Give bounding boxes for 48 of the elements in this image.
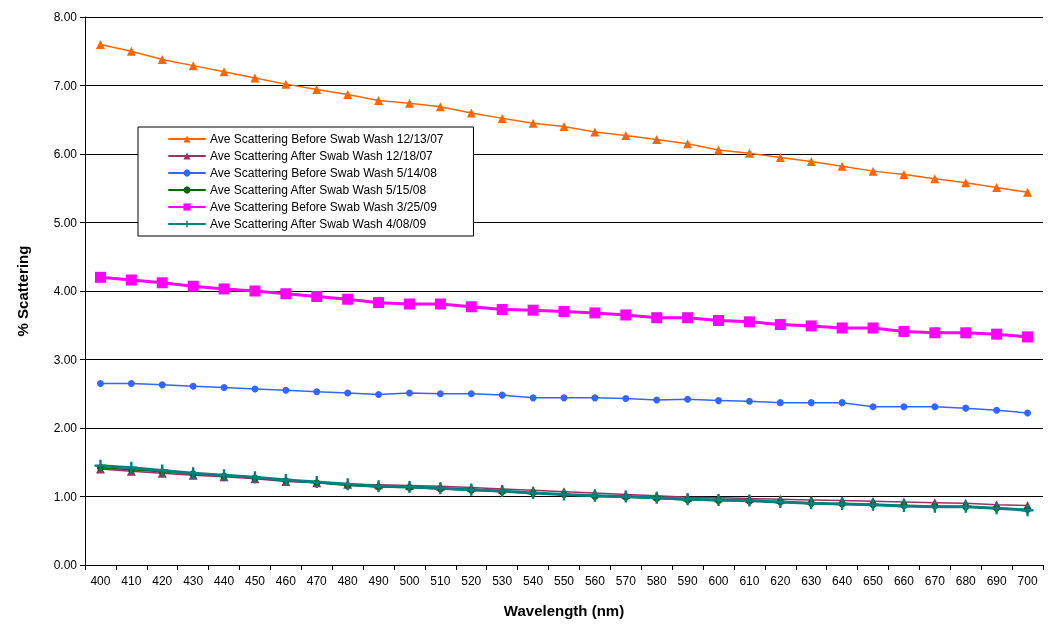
x-tick-label: 560 (584, 574, 606, 588)
x-tick-label: 450 (244, 574, 266, 588)
x-tick-label: 470 (306, 574, 328, 588)
x-tick-label: 460 (275, 574, 297, 588)
y-tick-label: 4.00 (53, 284, 78, 298)
legend-label: Ave Scattering Before Swab Wash 12/13/07 (210, 132, 444, 146)
x-tick-label: 550 (553, 574, 575, 588)
x-tick-label: 540 (523, 574, 544, 588)
legend-label: Ave Scattering Before Swab Wash 5/14/08 (210, 166, 438, 180)
legend-label: Ave Scattering After Swab Wash 12/18/07 (210, 149, 434, 163)
x-tick-label: 440 (214, 574, 235, 588)
x-tick-label: 410 (121, 574, 142, 588)
y-tick-label: 0.00 (53, 558, 78, 572)
x-tick-label: 660 (893, 574, 915, 588)
x-tick-label: 400 (90, 574, 111, 588)
x-tick-label: 650 (863, 574, 884, 588)
y-tick-label: 5.00 (53, 215, 78, 230)
y-tick-label: 8.00 (53, 10, 78, 24)
legend-label: Ave Scattering After Swab Wash 5/15/08 (210, 183, 427, 197)
x-axis-title: Wavelength (nm) (503, 602, 625, 619)
x-tick-label: 580 (646, 574, 668, 588)
x-tick-label: 570 (615, 574, 637, 588)
x-tick-label: 530 (492, 574, 513, 588)
x-tick-label: 670 (924, 574, 946, 588)
x-tick-label: 500 (399, 574, 420, 588)
x-tick-label: 510 (430, 574, 451, 588)
x-tick-label: 680 (955, 574, 977, 588)
x-tick-label: 610 (739, 574, 760, 588)
y-tick-label: 7.00 (53, 78, 78, 93)
x-tick-label: 490 (368, 574, 389, 588)
x-tick-label: 480 (337, 574, 359, 588)
x-tick-label: 630 (801, 574, 822, 588)
x-tick-label: 430 (183, 574, 204, 588)
x-tick-label: 600 (708, 574, 729, 588)
x-tick-label: 590 (677, 574, 698, 588)
x-tick-label: 620 (770, 574, 791, 588)
x-tick-label: 690 (986, 574, 1007, 588)
x-tick-label: 520 (461, 574, 482, 588)
y-tick-label: 3.00 (53, 352, 78, 367)
y-axis-title: % Scattering (14, 245, 31, 337)
y-tick-label: 6.00 (53, 147, 78, 161)
x-tick-label: 420 (152, 574, 173, 588)
y-tick-label: 1.00 (53, 489, 78, 504)
y-tick-label: 2.00 (53, 421, 78, 435)
x-tick-label: 640 (832, 574, 853, 588)
legend-label: Ave Scattering Before Swab Wash 3/25/09 (210, 200, 438, 214)
x-tick-label: 700 (1017, 574, 1038, 588)
legend-label: Ave Scattering After Swab Wash 4/08/09 (210, 217, 427, 231)
